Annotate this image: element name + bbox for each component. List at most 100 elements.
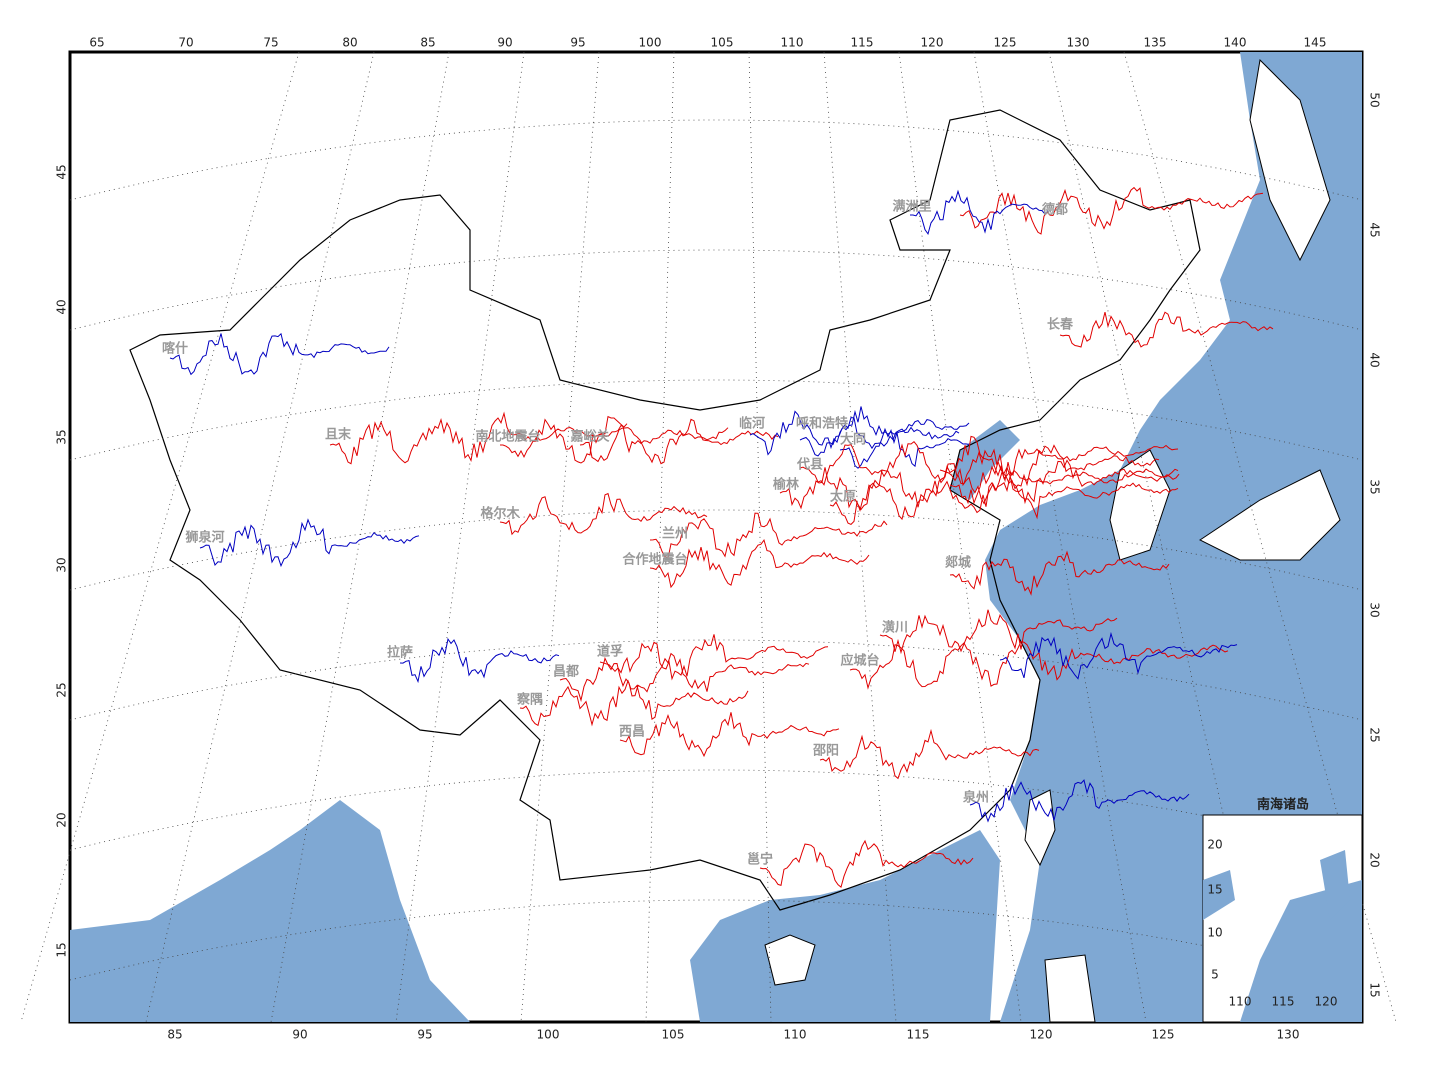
top-axis-label: 110	[781, 36, 804, 50]
left-axis-label: 25	[55, 682, 69, 697]
waveform-trace	[1059, 311, 1274, 348]
meridian	[145, 51, 375, 1023]
station-label: 代县	[796, 457, 823, 473]
waveform-trace	[969, 779, 1190, 823]
waveform-trace	[500, 415, 729, 464]
left-axis-label: 40	[55, 299, 69, 314]
waveform-trace	[799, 417, 960, 457]
waveform-trace	[999, 631, 1238, 680]
waveform-trace	[649, 512, 888, 560]
top-axis-label: 75	[263, 36, 278, 50]
top-axis-label: 100	[639, 36, 662, 50]
inset-title: 南海诸岛	[1257, 797, 1309, 813]
bottom-axis-label: 100	[537, 1028, 560, 1042]
station-label: 邵阳	[812, 744, 839, 759]
waveform-trace	[579, 418, 779, 465]
top-axis-label: 130	[1067, 36, 1090, 50]
inset-left-label: 15	[1207, 883, 1222, 897]
top-axis-label: 85	[420, 36, 435, 50]
land-islands	[764, 58, 1341, 1023]
waveform-trace	[910, 189, 1049, 236]
waveform-trace	[799, 435, 1179, 486]
waveform-trace	[959, 186, 1264, 235]
japan-south	[1199, 469, 1341, 561]
right-axis-label: 35	[1368, 479, 1382, 494]
waveform-trace	[949, 459, 1179, 505]
korea	[1109, 449, 1171, 561]
waveform-trace	[619, 712, 840, 758]
station-label: 道孚	[597, 644, 623, 660]
meridian	[898, 51, 1022, 1023]
station-label: 太原	[829, 489, 856, 505]
right-axis-label: 30	[1368, 602, 1382, 617]
waveform-trace	[169, 332, 390, 376]
japan-north	[1249, 58, 1331, 262]
right-axis-label: 15	[1368, 982, 1382, 997]
bottom-axis-label: 125	[1152, 1028, 1175, 1042]
taiwan	[1024, 789, 1056, 867]
station-label: 应城台	[840, 653, 879, 669]
left-axis-label: 35	[55, 429, 69, 444]
waveform-trace	[759, 839, 974, 888]
left-axis-label: 30	[55, 557, 69, 572]
inset-left-label: 5	[1211, 968, 1219, 982]
right-axis-label: 40	[1368, 352, 1382, 367]
waveform-traces	[169, 186, 1274, 888]
top-axis-label: 105	[711, 36, 734, 50]
waveform-trace	[399, 637, 560, 684]
hainan	[764, 934, 816, 986]
station-label: 合作地震台	[622, 552, 687, 568]
waveform-trace	[599, 634, 829, 681]
station-label: 格尔木	[480, 506, 520, 522]
right-axis-label: 45	[1368, 222, 1382, 237]
inset-sea-2	[1203, 850, 1350, 920]
waveform-trace	[819, 728, 1040, 780]
left-axis-label: 20	[55, 812, 69, 827]
waveform-trace	[649, 538, 870, 589]
station-label: 长春	[1047, 317, 1074, 333]
top-axis-label: 120	[921, 36, 944, 50]
top-axis-label: 80	[342, 36, 357, 50]
waveform-trace	[199, 518, 420, 568]
station-label: 狮泉河	[184, 530, 224, 546]
station-label: 德都	[1042, 202, 1068, 218]
top-axis-label: 70	[178, 36, 193, 50]
top-axis-label: 65	[89, 36, 104, 50]
station-label: 泉州	[963, 790, 989, 806]
right-axis-label: 25	[1368, 727, 1382, 742]
bottom-axis-label: 115	[907, 1028, 930, 1042]
inset-bottom-label: 110	[1229, 995, 1252, 1009]
bay-of-bengal	[70, 800, 470, 1022]
station-label: 呼和浩特	[796, 416, 848, 432]
meridian	[20, 51, 300, 1023]
station-label: 大同	[840, 432, 866, 448]
inset-left-label: 20	[1207, 838, 1222, 852]
station-label: 昌都	[553, 664, 579, 680]
right-axis-label: 50	[1368, 92, 1382, 107]
station-label: 嘉峪关	[569, 429, 609, 445]
right-axis-label: 20	[1368, 852, 1382, 867]
station-label: 西昌	[619, 725, 645, 740]
bottom-axis-label: 120	[1030, 1028, 1053, 1042]
top-axis-label: 125	[994, 36, 1017, 50]
meridian	[395, 51, 525, 1023]
waveform-trace	[829, 475, 1179, 525]
station-label: 榆林	[773, 477, 799, 493]
station-label: 临河	[739, 416, 765, 432]
station-label: 兰州	[662, 526, 688, 542]
waveform-trace	[329, 411, 628, 465]
station-label: 且末	[325, 427, 352, 443]
station-label: 郯城	[945, 555, 971, 571]
top-axis-label: 95	[570, 36, 585, 50]
waveform-trace	[749, 406, 970, 456]
top-axis-label: 135	[1144, 36, 1167, 50]
inset-left-label: 10	[1207, 926, 1222, 940]
luzon	[1044, 954, 1096, 1023]
bottom-axis-label: 110	[784, 1028, 807, 1042]
south-china-sea	[690, 830, 1000, 1022]
east-sea	[985, 52, 1362, 1022]
bottom-axis-label: 105	[662, 1028, 685, 1042]
top-axis-label: 115	[851, 36, 874, 50]
